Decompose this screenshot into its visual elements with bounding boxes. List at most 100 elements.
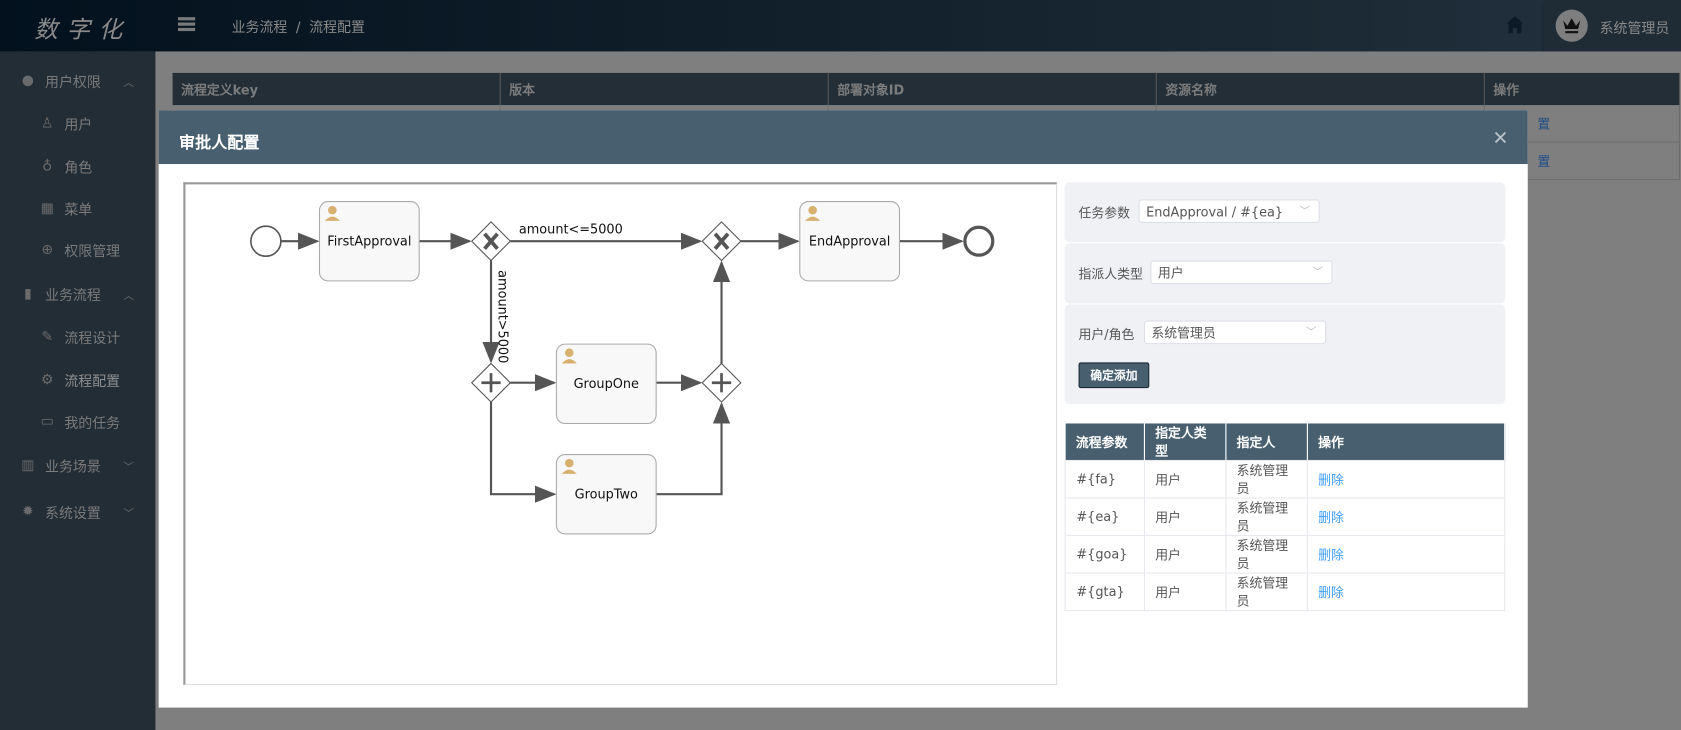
user-role-section: 用户/角色 系统管理员 ﹀ 确定添加 [1064, 243, 1506, 405]
breadcrumb-separator: / [295, 20, 301, 37]
assignee-type-section: 指派人类型 用户 ﹀ [1064, 243, 1506, 304]
end-event [963, 225, 995, 257]
monitor-icon: ▭ [40, 413, 54, 430]
exclusive-gateway [470, 221, 512, 262]
user-task[interactable]: EndApproval [799, 201, 901, 282]
chevron-up-icon: ︿ [123, 76, 135, 89]
table-row: #{fa} 用户 系统管理员 删除 [1064, 459, 1506, 499]
sidebar-item-label: 业务场景 [45, 459, 101, 476]
parallel-gateway [701, 362, 742, 403]
sidebar-item[interactable]: ✹ 系统设置 ﹀ [0, 495, 155, 527]
breadcrumb-item[interactable]: 业务流程 [231, 20, 288, 37]
logo: 数字化 [34, 17, 131, 44]
dialog-header: 审批人配置 ✕ [158, 110, 1528, 165]
top-bar: 数字化 业务流程 / 流程配置 系统管理员 [0, 0, 1681, 56]
sidebar-item-label: 流程设计 [64, 330, 121, 347]
task-param-select[interactable]: EndApproval / #{ea} ﹀ [1138, 199, 1320, 223]
delete-link[interactable]: 删除 [1318, 472, 1344, 488]
column-header: 指定人类型 [1143, 423, 1226, 461]
task-label: GroupTwo [575, 488, 638, 503]
sidebar-item[interactable]: ▥ 业务场景 ﹀ [0, 449, 155, 481]
column-header: 指定人 [1225, 423, 1308, 461]
column-header: 流程参数 [1065, 423, 1145, 461]
sidebar-item[interactable]: ▮ 业务流程 ︿ [0, 278, 155, 310]
type-cell: 用户 [1143, 534, 1226, 574]
close-icon[interactable]: ✕ [1492, 127, 1509, 151]
compass-icon: ⊕ [41, 241, 54, 258]
grid-icon: ▦ [40, 199, 54, 217]
crown-icon [1563, 18, 1581, 34]
confirm-add-button[interactable]: 确定添加 [1078, 362, 1150, 389]
sidebar-item[interactable]: ▦ 菜单 [0, 192, 155, 224]
sidebar: ● 用户权限 ︿ ♙ 用户 ♁ 角色 ▦ 菜单 ⊕ 权限管理 ▮ 业务流程 ︿ ✎ 流程设计 ⚙ 流程配置 ▭ 我的任… [0, 51, 156, 730]
selected-value: EndApproval / #{ea} [1146, 204, 1284, 220]
exclusive-gateway [701, 221, 742, 262]
sidebar-item-label: 权限管理 [64, 243, 121, 260]
sidebar-item[interactable]: ♙ 用户 [0, 107, 155, 139]
assignee-cell: 系统管理员 [1224, 534, 1308, 574]
sidebar-item[interactable]: ♁ 角色 [0, 150, 155, 182]
selected-value: 用户 [1157, 265, 1184, 281]
type-cell: 用户 [1143, 497, 1226, 537]
sidebar-item-label: 系统设置 [45, 505, 101, 522]
user-icon [561, 458, 577, 474]
sidebar-item-label: 用户权限 [45, 74, 101, 91]
column-header: 操作 [1306, 423, 1506, 461]
user-task[interactable]: GroupTwo [555, 454, 657, 535]
menu-toggle-icon[interactable] [177, 17, 196, 32]
table-row: #{goa} 用户 系统管理员 删除 [1064, 534, 1506, 574]
delete-link[interactable]: 删除 [1318, 547, 1344, 563]
assignee-cell: 系统管理员 [1224, 497, 1308, 537]
start-event [250, 225, 282, 258]
assignee-type-select[interactable]: 用户 ﹀ [1150, 260, 1333, 285]
dialog-title: 审批人配置 [179, 132, 260, 153]
sidebar-item-label: 流程配置 [64, 373, 121, 390]
person-outline-icon: ♙ [40, 115, 54, 132]
user-icon: ● [21, 72, 34, 89]
sidebar-item[interactable]: ▭ 我的任务 [0, 405, 155, 437]
task-param-label: 任务参数 [1078, 205, 1131, 221]
chevron-up-icon: ︿ [123, 290, 135, 302]
sidebar-item[interactable]: ✎ 流程设计 [0, 321, 155, 353]
user-role-select[interactable]: 系统管理员 ﹀ [1143, 320, 1327, 345]
breadcrumb: 业务流程 / 流程配置 [232, 16, 365, 36]
task-label: EndApproval [809, 235, 891, 250]
gear-icon: ⚙ [40, 371, 54, 388]
user-task[interactable]: GroupOne [555, 343, 657, 425]
user-task[interactable]: FirstApproval [318, 201, 420, 282]
param-cell: #{fa} [1064, 459, 1145, 499]
approver-config-dialog: 审批人配置 ✕ [158, 110, 1528, 708]
bpmn-diagram: FirstApproval EndApproval GroupOne Group… [183, 182, 1058, 686]
assignee-table: 流程参数 指定人类型 指定人 操作 #{fa} 用户 系统管理员 删除 #{ea} 用户系… [1064, 423, 1506, 612]
user-role-label: 用户/角色 [1078, 326, 1135, 342]
chevron-down-icon: ﹀ [123, 507, 135, 520]
user-icon [561, 348, 577, 364]
sidebar-item[interactable]: ● 用户权限 ︿ [0, 64, 155, 96]
delete-link[interactable]: 删除 [1318, 584, 1344, 600]
param-cell: #{gta} [1064, 572, 1145, 612]
delete-link[interactable]: 删除 [1318, 509, 1344, 525]
assignee-cell: 系统管理员 [1224, 459, 1308, 499]
selected-value: 系统管理员 [1151, 325, 1216, 341]
user-icon [324, 205, 340, 221]
user-name: 系统管理员 [1599, 21, 1670, 38]
column-header: 资源名称 [1156, 72, 1485, 106]
config-link[interactable]: 置 [1537, 116, 1551, 132]
sidebar-item[interactable]: ⊕ 权限管理 [0, 234, 155, 266]
column-header: 部署对象ID [828, 72, 1157, 106]
sidebar-item-label: 角色 [64, 160, 93, 177]
flow-label: amount>5000 [495, 270, 510, 363]
book-icon: ▥ [21, 457, 35, 474]
user-icon [805, 205, 821, 221]
user-menu[interactable]: 系统管理员 [1543, 0, 1681, 56]
table-row: #{gta} 用户 系统管理员 删除 [1064, 572, 1506, 612]
config-link[interactable]: 置 [1537, 153, 1551, 169]
sidebar-item[interactable]: ⚙ 流程配置 [0, 363, 155, 395]
flow-edge [489, 402, 557, 503]
home-icon[interactable] [1505, 15, 1524, 34]
sidebar-item-label: 菜单 [64, 202, 93, 219]
param-cell: #{goa} [1064, 534, 1145, 574]
task-label: FirstApproval [327, 235, 411, 250]
parallel-gateway [470, 362, 512, 403]
role-icon: ♁ [42, 158, 53, 175]
